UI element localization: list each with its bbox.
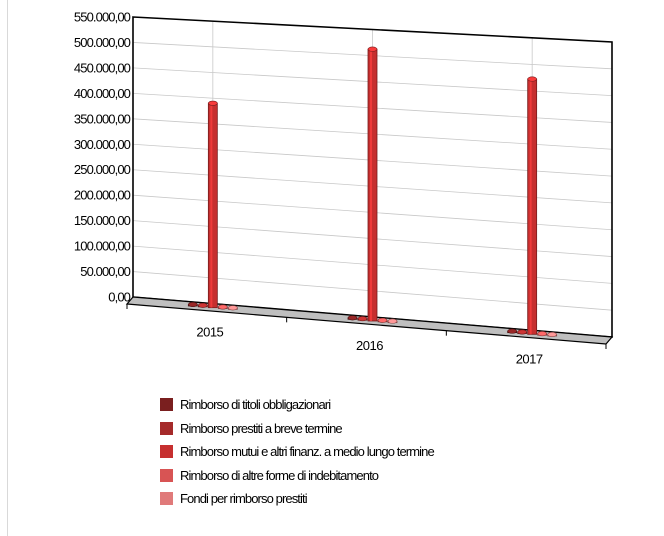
chart-bars	[187, 46, 558, 338]
bar-cap	[367, 46, 378, 52]
y-axis-ticks: 0,00 50.000,00 100.000,00 150.000,00 200.000…	[74, 10, 132, 305]
bar-cap	[387, 318, 398, 324]
y-tick-label: 250.000,00	[74, 162, 131, 177]
y-tick-label: 150.000,00	[74, 213, 131, 228]
legend-item: Rimborso mutui e altri finanz. a medio l…	[160, 440, 435, 464]
bar-cap	[517, 329, 527, 335]
bar-cap	[357, 316, 368, 322]
y-tick-label: 500.000,00	[74, 35, 131, 50]
legend-item: Fondi per rimborso prestiti	[160, 487, 434, 511]
bar-cap	[218, 304, 228, 310]
y-tick-label: 100.000,00	[74, 239, 131, 254]
y-tick-label: 550.000,00	[74, 10, 131, 25]
legend-swatch	[160, 398, 173, 412]
legend-swatch	[160, 468, 173, 482]
x-tick-label: 2015	[196, 325, 223, 340]
bar-chart: 0,00 50.000,00 100.000,00 150.000,00 200.000…	[74, 10, 614, 367]
legend-label: Rimborso mutui e altri finanz. a medio l…	[180, 444, 435, 460]
bar-cap	[198, 302, 208, 308]
bar-highlight	[370, 49, 372, 321]
legend-label: Rimborso di altre forme di indebitamento	[180, 467, 379, 483]
legend-label: Rimborso di titoli obbligazionari	[180, 397, 331, 413]
y-tick-label: 50.000,00	[80, 264, 130, 279]
legend-item: Rimborso di titoli obbligazionari	[160, 393, 434, 417]
x-tick-label: 2017	[516, 351, 543, 366]
bar-cap	[547, 332, 557, 338]
bar-highlight	[529, 79, 532, 335]
legend-swatch	[160, 445, 173, 459]
y-tick-label: 0,00	[108, 290, 130, 305]
x-tick-label: 2016	[356, 338, 383, 353]
bar-cap	[527, 76, 537, 82]
y-tick-label: 300.000,00	[74, 137, 131, 152]
legend-swatch	[160, 421, 173, 435]
legend-label: Fondi per rimborso prestiti	[180, 491, 308, 507]
bar-cap	[377, 317, 388, 323]
chart-legend: Rimborso di titoli obbligazionari Rimbors…	[160, 393, 435, 511]
legend-swatch	[160, 492, 173, 506]
legend-item: Rimborso di altre forme di indebitamento	[160, 464, 434, 488]
bar-cap	[208, 100, 218, 106]
bar-cap	[228, 305, 238, 311]
y-tick-label: 450.000,00	[74, 60, 131, 75]
y-tick-label: 200.000,00	[74, 188, 131, 203]
legend-item: Rimborso prestiti a breve termine	[160, 417, 434, 441]
legend-label: Rimborso prestiti a breve termine	[180, 420, 343, 436]
x-axis-ticks: 2015 2016 2017	[196, 325, 543, 367]
y-tick-label: 400.000,00	[74, 86, 131, 101]
frame-left-border	[7, 0, 8, 536]
bar-cap	[188, 301, 198, 307]
y-tick-label: 350.000,00	[74, 111, 131, 126]
bar-highlight	[210, 103, 213, 308]
bar-cap	[507, 328, 517, 334]
bar-cap	[347, 315, 358, 321]
bar	[527, 78, 538, 335]
bar-cap	[537, 331, 547, 337]
bar	[207, 102, 218, 309]
bar	[367, 48, 378, 322]
